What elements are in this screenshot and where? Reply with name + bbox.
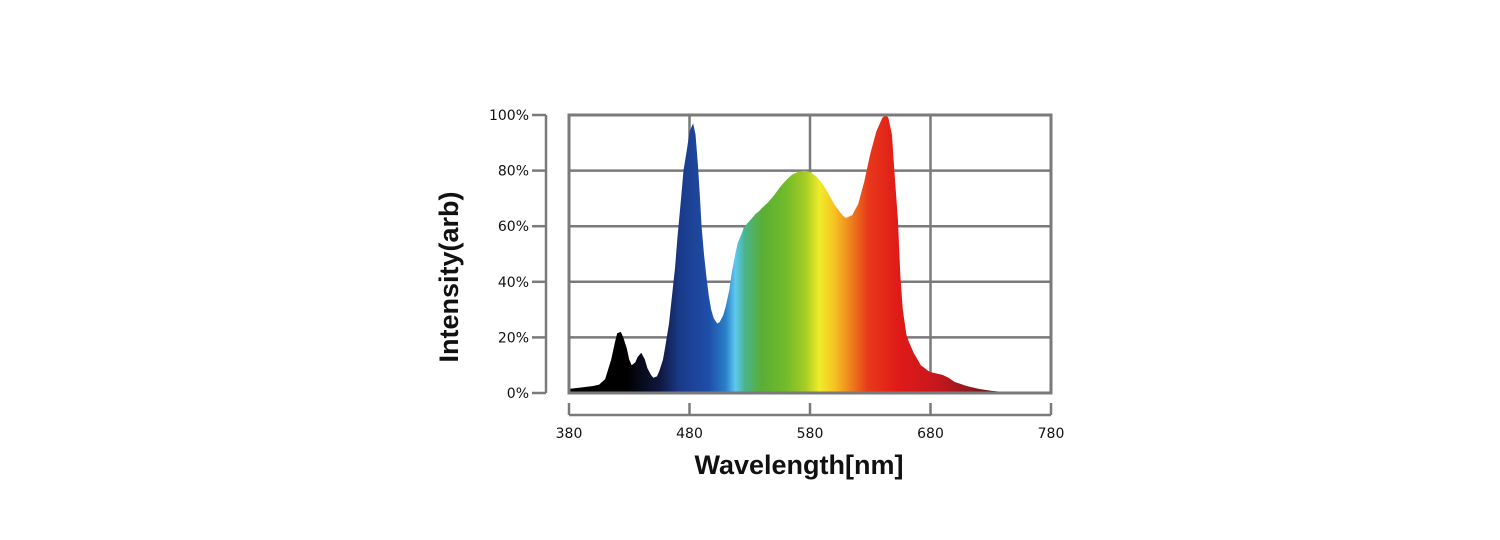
x-tick-label: 580 [797, 426, 824, 442]
plot-frame [567, 113, 1053, 395]
y-axis-title: Intensity(arb) [434, 191, 464, 362]
y-tick-label: 40% [498, 275, 529, 291]
y-tick-label: 20% [498, 330, 529, 346]
x-tick-label: 780 [1038, 426, 1065, 442]
x-axis-ticks: 380 480 580 680 780 [556, 403, 1065, 442]
y-tick-label: 60% [498, 219, 529, 235]
y-tick-label: 0% [507, 386, 529, 402]
x-tick-label: 680 [917, 426, 944, 442]
y-tick-label: 80% [498, 164, 529, 180]
x-tick-label: 380 [556, 426, 583, 442]
y-axis-ticks: 0% 20% 40% 60% 80% 100% [489, 108, 546, 402]
x-tick-label: 480 [676, 426, 703, 442]
y-tick-label: 100% [489, 108, 529, 124]
spectrum-area [569, 115, 1051, 393]
x-axis-title: Wavelength[nm] [695, 450, 904, 480]
